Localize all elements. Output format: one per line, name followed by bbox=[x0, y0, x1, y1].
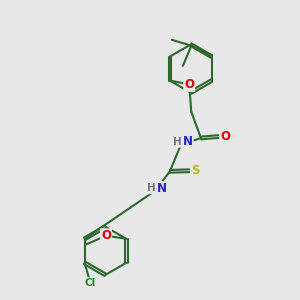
Text: S: S bbox=[191, 164, 200, 177]
Text: O: O bbox=[184, 78, 194, 91]
Text: O: O bbox=[101, 229, 111, 242]
Text: N: N bbox=[157, 182, 167, 195]
Text: H: H bbox=[147, 183, 156, 194]
Text: Cl: Cl bbox=[85, 278, 96, 288]
Text: N: N bbox=[183, 135, 193, 148]
Text: H: H bbox=[172, 137, 181, 147]
Text: O: O bbox=[220, 130, 230, 142]
